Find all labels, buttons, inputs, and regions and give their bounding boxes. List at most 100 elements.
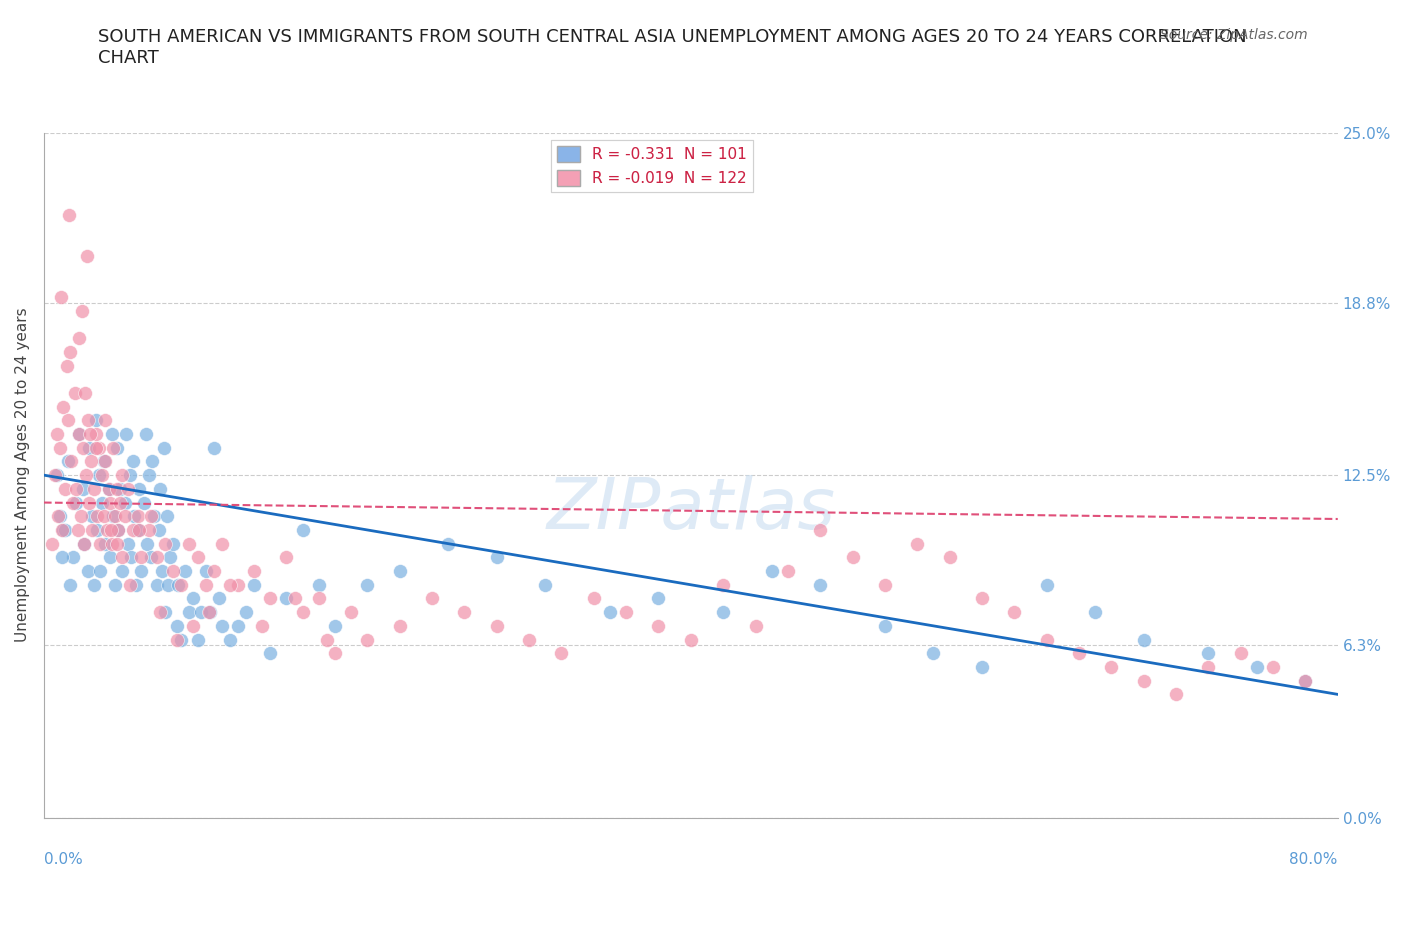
Text: ZIPatlas: ZIPatlas xyxy=(547,475,835,544)
Point xyxy=(485,618,508,633)
Point xyxy=(437,537,460,551)
Point xyxy=(98,550,121,565)
Point xyxy=(51,523,73,538)
Point xyxy=(198,604,221,619)
Point xyxy=(181,618,204,633)
Point xyxy=(96,523,118,538)
Point xyxy=(129,564,152,578)
Point xyxy=(420,591,443,606)
Point xyxy=(153,604,176,619)
Point xyxy=(1067,645,1090,660)
Point xyxy=(219,578,242,592)
Point xyxy=(128,523,150,538)
Point xyxy=(129,550,152,565)
Point xyxy=(159,550,181,565)
Point xyxy=(243,564,266,578)
Point xyxy=(89,537,111,551)
Point xyxy=(65,495,87,510)
Point xyxy=(179,604,201,619)
Point xyxy=(1002,604,1025,619)
Point xyxy=(63,386,86,401)
Point xyxy=(79,427,101,442)
Point xyxy=(148,523,170,538)
Point xyxy=(284,591,307,606)
Point xyxy=(308,591,330,606)
Point xyxy=(121,523,143,538)
Point xyxy=(49,509,72,524)
Point xyxy=(66,523,89,538)
Point xyxy=(118,468,141,483)
Point xyxy=(51,550,73,565)
Point xyxy=(83,578,105,592)
Point xyxy=(162,537,184,551)
Point xyxy=(1035,578,1057,592)
Point xyxy=(120,550,142,565)
Point xyxy=(53,523,76,538)
Point xyxy=(86,440,108,455)
Point xyxy=(808,578,831,592)
Point xyxy=(76,564,98,578)
Point xyxy=(45,468,67,483)
Point xyxy=(226,578,249,592)
Point xyxy=(82,523,104,538)
Point xyxy=(156,509,179,524)
Point xyxy=(970,591,993,606)
Point xyxy=(308,578,330,592)
Point xyxy=(67,331,90,346)
Point xyxy=(243,578,266,592)
Point xyxy=(194,578,217,592)
Point xyxy=(89,564,111,578)
Point xyxy=(94,454,117,469)
Point xyxy=(647,618,669,633)
Text: Source: ZipAtlas.com: Source: ZipAtlas.com xyxy=(1160,28,1308,42)
Point xyxy=(70,509,93,524)
Point xyxy=(117,482,139,497)
Point xyxy=(170,632,193,647)
Point xyxy=(110,564,132,578)
Point xyxy=(58,207,80,222)
Point xyxy=(157,578,180,592)
Point xyxy=(84,413,107,428)
Point xyxy=(186,632,208,647)
Point xyxy=(107,537,129,551)
Point xyxy=(1229,645,1251,660)
Point xyxy=(711,604,734,619)
Point xyxy=(127,523,149,538)
Point xyxy=(138,468,160,483)
Point xyxy=(517,632,540,647)
Point xyxy=(76,413,98,428)
Point xyxy=(83,482,105,497)
Point xyxy=(179,537,201,551)
Point xyxy=(103,440,125,455)
Point xyxy=(98,495,121,510)
Point xyxy=(72,440,94,455)
Point xyxy=(226,618,249,633)
Point xyxy=(259,645,281,660)
Point xyxy=(72,482,94,497)
Point xyxy=(211,618,233,633)
Point xyxy=(127,509,149,524)
Point xyxy=(1164,687,1187,702)
Point xyxy=(291,523,314,538)
Point xyxy=(103,509,125,524)
Point xyxy=(111,468,134,483)
Point xyxy=(252,618,274,633)
Point xyxy=(108,495,131,510)
Point xyxy=(711,578,734,592)
Point xyxy=(166,632,188,647)
Point xyxy=(86,523,108,538)
Point xyxy=(56,413,79,428)
Point xyxy=(873,578,896,592)
Point xyxy=(49,440,72,455)
Point xyxy=(152,440,174,455)
Point xyxy=(291,604,314,619)
Point xyxy=(73,537,96,551)
Point xyxy=(356,632,378,647)
Point xyxy=(125,578,148,592)
Point xyxy=(153,537,176,551)
Point xyxy=(149,482,172,497)
Point xyxy=(139,509,162,524)
Point xyxy=(1099,659,1122,674)
Point xyxy=(114,495,136,510)
Point xyxy=(1132,632,1154,647)
